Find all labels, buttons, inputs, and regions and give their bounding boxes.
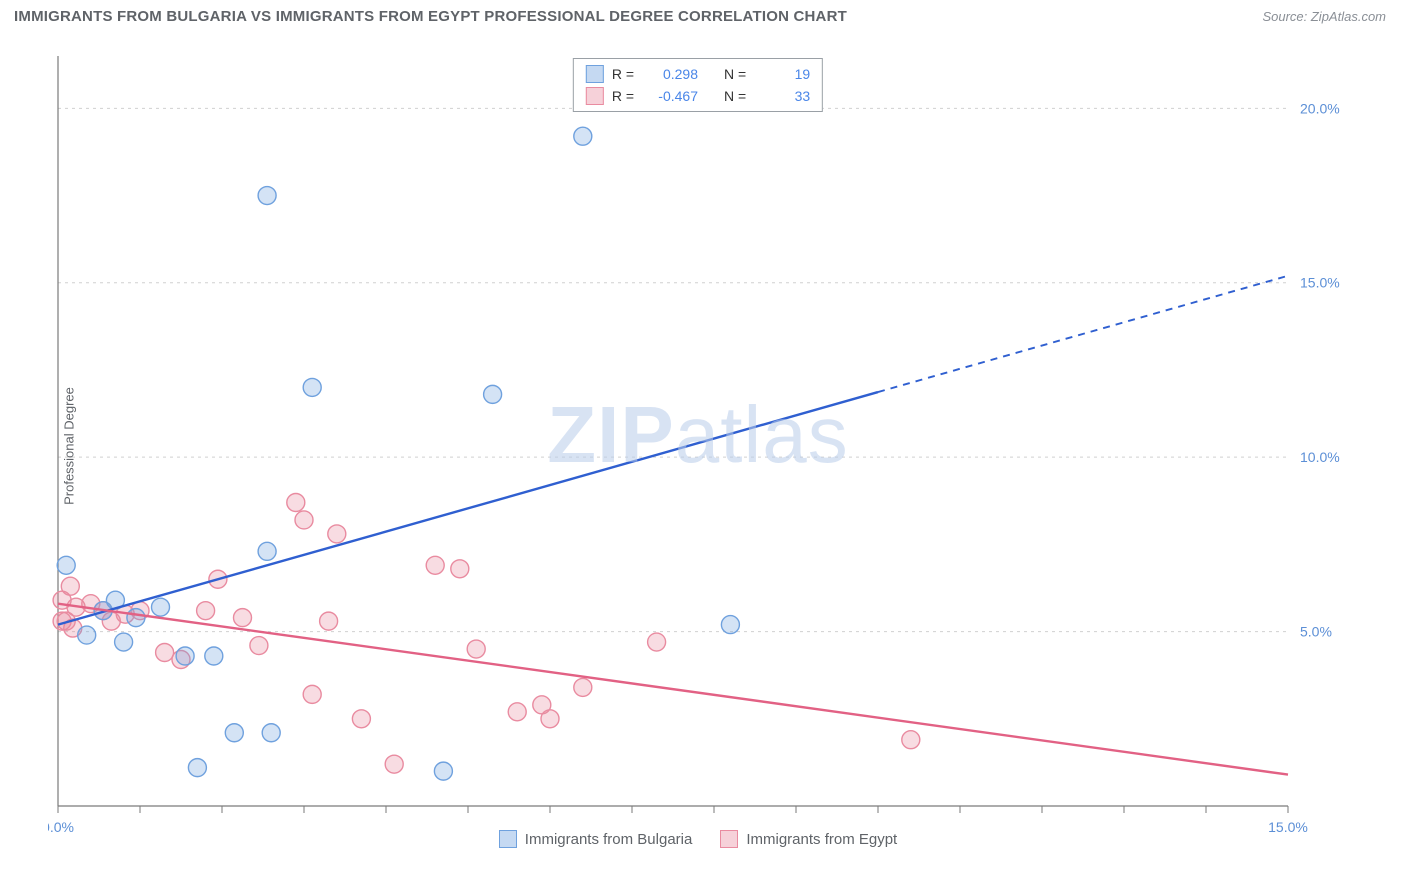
r-label: R =: [612, 63, 634, 85]
swatch-egypt-icon: [720, 830, 738, 848]
svg-text:20.0%: 20.0%: [1300, 100, 1340, 116]
stats-legend: R = 0.298 N = 19 R = -0.467 N = 33: [573, 58, 823, 112]
svg-text:10.0%: 10.0%: [1300, 449, 1340, 465]
n-label: N =: [724, 63, 746, 85]
legend-item-egypt: Immigrants from Egypt: [720, 830, 897, 848]
chart-area: 5.0%10.0%15.0%20.0%0.0%15.0% ZIPatlas R …: [48, 56, 1348, 846]
legend-label-egypt: Immigrants from Egypt: [746, 831, 897, 848]
title-bar: IMMIGRANTS FROM BULGARIA VS IMMIGRANTS F…: [0, 0, 1406, 33]
series-legend: Immigrants from Bulgaria Immigrants from…: [48, 830, 1348, 848]
n-value-egypt: 33: [754, 85, 810, 107]
r-value-bulgaria: 0.298: [642, 63, 698, 85]
legend-label-bulgaria: Immigrants from Bulgaria: [525, 831, 693, 848]
swatch-bulgaria-icon: [499, 830, 517, 848]
source-attribution: Source: ZipAtlas.com: [1262, 9, 1386, 24]
scatter-chart: 5.0%10.0%15.0%20.0%0.0%15.0%: [48, 56, 1348, 846]
n-value-bulgaria: 19: [754, 63, 810, 85]
r-label: R =: [612, 85, 634, 107]
stats-row-bulgaria: R = 0.298 N = 19: [586, 63, 810, 85]
svg-text:15.0%: 15.0%: [1300, 275, 1340, 291]
swatch-egypt: [586, 87, 604, 105]
r-value-egypt: -0.467: [642, 85, 698, 107]
swatch-bulgaria: [586, 65, 604, 83]
svg-text:5.0%: 5.0%: [1300, 624, 1332, 640]
n-label: N =: [724, 85, 746, 107]
chart-title: IMMIGRANTS FROM BULGARIA VS IMMIGRANTS F…: [14, 8, 847, 25]
stats-row-egypt: R = -0.467 N = 33: [586, 85, 810, 107]
legend-item-bulgaria: Immigrants from Bulgaria: [499, 830, 693, 848]
